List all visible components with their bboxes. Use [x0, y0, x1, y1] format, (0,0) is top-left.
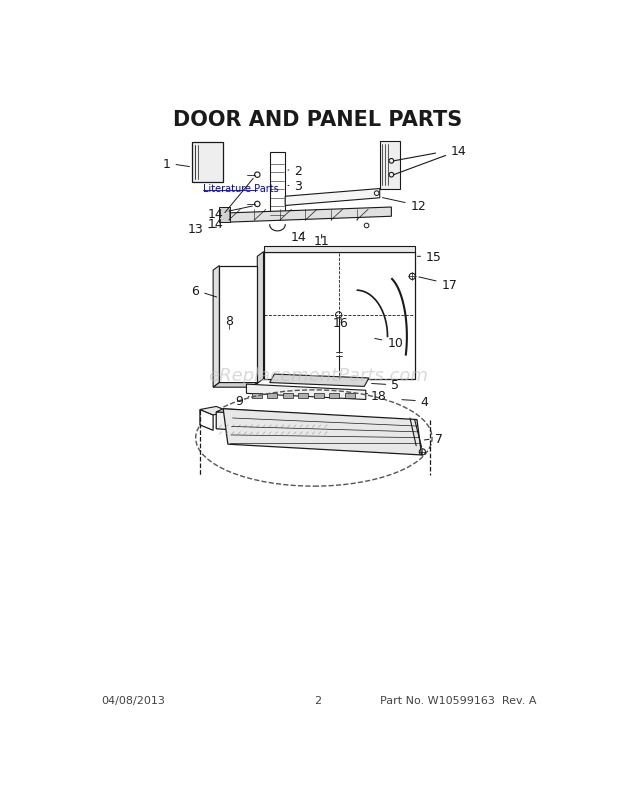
Bar [192, 143, 223, 183]
Text: 14: 14 [208, 179, 253, 231]
Bar [379, 142, 400, 189]
Text: 8: 8 [226, 315, 233, 328]
FancyBboxPatch shape [252, 393, 262, 399]
Polygon shape [264, 246, 415, 253]
Text: 14: 14 [451, 144, 467, 157]
Polygon shape [221, 208, 391, 223]
Text: 3: 3 [288, 180, 303, 192]
Polygon shape [247, 385, 366, 400]
Text: 13: 13 [187, 223, 216, 236]
Text: 12: 12 [383, 198, 427, 213]
Text: 9: 9 [235, 395, 249, 407]
Polygon shape [257, 253, 264, 384]
Text: 6: 6 [192, 285, 216, 298]
Text: 4: 4 [402, 395, 428, 408]
Text: DOOR AND PANEL PARTS: DOOR AND PANEL PARTS [173, 110, 463, 130]
FancyBboxPatch shape [329, 393, 340, 399]
FancyBboxPatch shape [267, 393, 278, 399]
Text: 15: 15 [417, 250, 442, 264]
Text: 5: 5 [371, 379, 399, 392]
Text: eReplacementParts.com: eReplacementParts.com [208, 367, 428, 384]
Polygon shape [200, 410, 213, 431]
Polygon shape [216, 409, 340, 420]
Polygon shape [270, 152, 285, 219]
FancyBboxPatch shape [298, 393, 309, 399]
Polygon shape [213, 266, 219, 387]
Polygon shape [285, 189, 379, 206]
Circle shape [255, 202, 260, 208]
Text: Literature Parts: Literature Parts [203, 184, 279, 193]
Polygon shape [213, 383, 257, 387]
Text: 2: 2 [288, 164, 303, 177]
Text: 18: 18 [366, 390, 386, 403]
Text: 17: 17 [419, 277, 458, 291]
Polygon shape [264, 253, 415, 379]
Polygon shape [223, 409, 422, 456]
Text: Part No. W10599163  Rev. A: Part No. W10599163 Rev. A [380, 695, 536, 705]
Text: 7: 7 [424, 432, 443, 445]
Text: 2: 2 [314, 695, 321, 705]
Text: 14: 14 [291, 230, 306, 244]
Bar [219, 208, 230, 223]
Text: 14: 14 [208, 207, 252, 221]
Text: 10: 10 [374, 337, 403, 350]
Text: 16: 16 [333, 317, 349, 330]
Polygon shape [200, 407, 229, 415]
Polygon shape [270, 375, 369, 387]
FancyBboxPatch shape [314, 393, 324, 399]
Text: 11: 11 [314, 235, 329, 248]
FancyBboxPatch shape [345, 393, 355, 399]
Polygon shape [219, 266, 257, 383]
Polygon shape [216, 412, 334, 437]
Text: 04/08/2013: 04/08/2013 [100, 695, 165, 705]
Text: 1: 1 [162, 157, 190, 170]
FancyBboxPatch shape [283, 393, 293, 399]
Circle shape [255, 172, 260, 178]
